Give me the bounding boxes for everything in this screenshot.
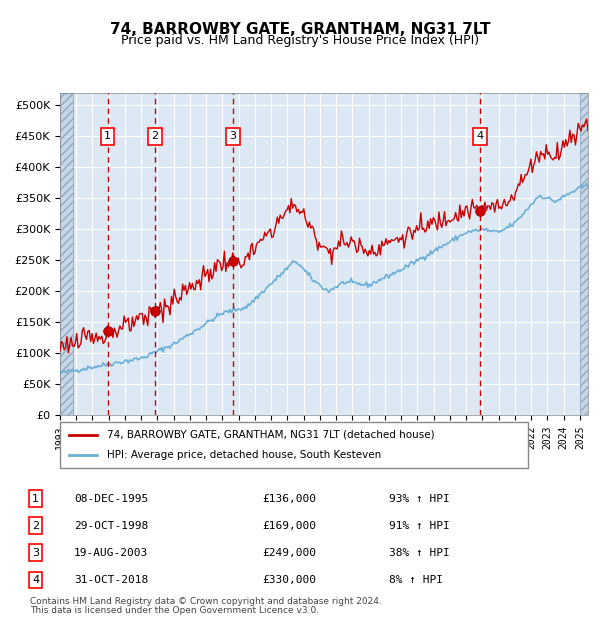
- Text: 31-OCT-2018: 31-OCT-2018: [74, 575, 148, 585]
- Text: £249,000: £249,000: [262, 548, 316, 558]
- Text: 2: 2: [151, 131, 158, 141]
- Text: £330,000: £330,000: [262, 575, 316, 585]
- Bar: [60, 93, 73, 415]
- Text: 2: 2: [32, 521, 39, 531]
- Text: 29-OCT-1998: 29-OCT-1998: [74, 521, 148, 531]
- FancyBboxPatch shape: [60, 422, 528, 468]
- Text: 08-DEC-1995: 08-DEC-1995: [74, 494, 148, 503]
- Bar: [580, 93, 588, 415]
- Text: 8% ↑ HPI: 8% ↑ HPI: [389, 575, 443, 585]
- Bar: [60, 93, 73, 415]
- Text: 1: 1: [32, 494, 39, 503]
- Text: 38% ↑ HPI: 38% ↑ HPI: [389, 548, 449, 558]
- Text: HPI: Average price, detached house, South Kesteven: HPI: Average price, detached house, Sout…: [107, 450, 381, 460]
- Text: £136,000: £136,000: [262, 494, 316, 503]
- Text: £169,000: £169,000: [262, 521, 316, 531]
- Bar: [580, 93, 588, 415]
- Text: 19-AUG-2003: 19-AUG-2003: [74, 548, 148, 558]
- Text: This data is licensed under the Open Government Licence v3.0.: This data is licensed under the Open Gov…: [30, 606, 319, 615]
- Text: 3: 3: [32, 548, 39, 558]
- Text: Contains HM Land Registry data © Crown copyright and database right 2024.: Contains HM Land Registry data © Crown c…: [30, 597, 382, 606]
- Text: 4: 4: [32, 575, 39, 585]
- Text: 3: 3: [229, 131, 236, 141]
- Text: 1: 1: [104, 131, 111, 141]
- Text: 4: 4: [476, 131, 483, 141]
- Text: 74, BARROWBY GATE, GRANTHAM, NG31 7LT (detached house): 74, BARROWBY GATE, GRANTHAM, NG31 7LT (d…: [107, 430, 434, 440]
- Text: Price paid vs. HM Land Registry's House Price Index (HPI): Price paid vs. HM Land Registry's House …: [121, 34, 479, 47]
- Text: 91% ↑ HPI: 91% ↑ HPI: [389, 521, 449, 531]
- Text: 74, BARROWBY GATE, GRANTHAM, NG31 7LT: 74, BARROWBY GATE, GRANTHAM, NG31 7LT: [110, 22, 490, 37]
- Text: 93% ↑ HPI: 93% ↑ HPI: [389, 494, 449, 503]
